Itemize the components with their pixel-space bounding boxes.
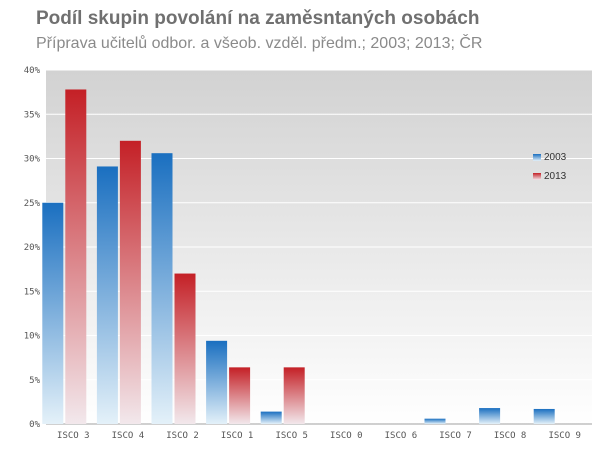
y-tick-label: 5% xyxy=(29,376,40,386)
bar-2003 xyxy=(533,408,555,424)
x-tick-label: ISCO 0 xyxy=(330,431,363,441)
legend-swatch xyxy=(533,173,541,180)
chart-title: Podíl skupin povolání na zaměsntaných os… xyxy=(36,8,480,29)
chart-subtitle: Příprava učitelů odbor. a všeob. vzděl. … xyxy=(36,35,483,52)
bar-2003 xyxy=(151,153,173,424)
x-tick-label: ISCO 3 xyxy=(57,431,90,441)
bar-2003 xyxy=(42,202,64,424)
bar-2003 xyxy=(260,411,282,424)
bar-2013 xyxy=(229,367,251,424)
x-tick-label: ISCO 4 xyxy=(112,431,145,441)
bar-2003 xyxy=(424,418,446,424)
y-tick-label: 30% xyxy=(24,155,41,165)
bar-2013 xyxy=(174,273,196,424)
y-axis: 0% 5% 10% 15% 20% 25% 30% 35% 40% xyxy=(24,66,41,430)
legend-swatch xyxy=(533,154,541,161)
y-tick-label: 25% xyxy=(24,199,41,209)
x-axis: ISCO 3 ISCO 4 ISCO 2 ISCO 1 ISCO 5 ISCO 0 ISCO… xyxy=(57,431,581,441)
bar-2003 xyxy=(206,340,228,424)
y-tick-label: 40% xyxy=(24,66,41,76)
y-tick-label: 20% xyxy=(24,243,41,253)
legend-label: 2003 xyxy=(544,152,567,163)
bar-2013 xyxy=(119,140,141,425)
bar-2003 xyxy=(96,166,118,424)
bar-2013 xyxy=(283,367,305,424)
y-tick-label: 35% xyxy=(24,110,41,120)
x-tick-label: ISCO 5 xyxy=(275,431,308,441)
legend-label: 2013 xyxy=(544,171,567,182)
y-tick-label: 0% xyxy=(29,420,40,430)
x-tick-label: ISCO 6 xyxy=(385,431,418,441)
bars xyxy=(42,89,555,425)
x-tick-label: ISCO 2 xyxy=(166,431,199,441)
x-tick-label: ISCO 9 xyxy=(548,431,581,441)
x-tick-label: ISCO 1 xyxy=(221,431,254,441)
x-tick-label: ISCO 7 xyxy=(439,431,472,441)
bar-2003 xyxy=(479,408,501,424)
y-tick-label: 15% xyxy=(24,287,41,297)
x-tick-label: ISCO 8 xyxy=(494,431,527,441)
y-tick-label: 10% xyxy=(24,332,41,342)
legend: 2003 2013 xyxy=(533,152,567,182)
bar-2013 xyxy=(65,89,87,424)
